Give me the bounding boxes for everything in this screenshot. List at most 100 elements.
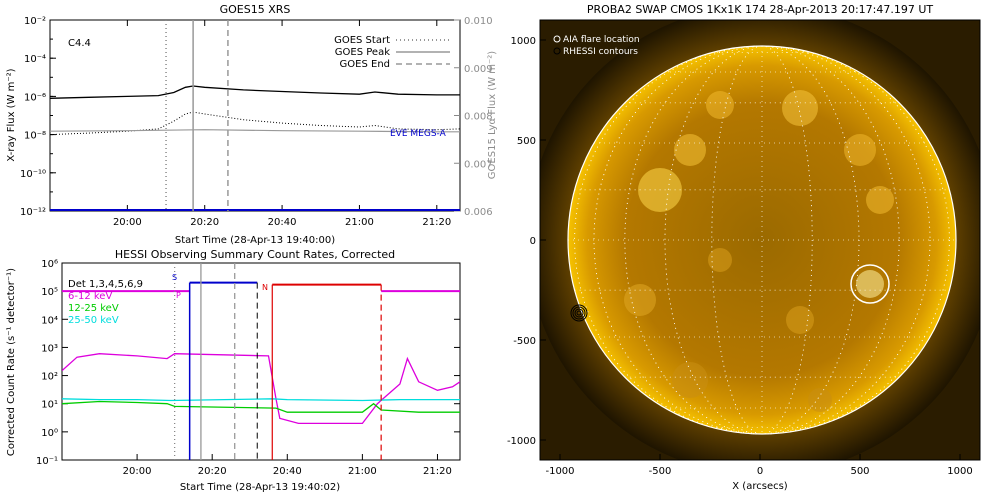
hessi-x-tick-label: 21:20 xyxy=(423,466,452,477)
goes-title: GOES15 XRS xyxy=(220,3,291,16)
hessi-y-tick-label: 10⁻¹ xyxy=(36,456,58,467)
hessi-6-12kev-line xyxy=(62,353,460,425)
sun-x-tick-label: -1000 xyxy=(545,466,574,477)
hessi-x-axis: 20:00 20:20 20:40 21:00 21:20 xyxy=(123,454,452,477)
goes-left-tick-label: 10⁻⁶ xyxy=(24,92,46,103)
hessi-flag-s-label: S xyxy=(172,273,177,282)
goes-left-tick-label: 10⁻¹² xyxy=(20,207,46,218)
sun-y-tick-label: 0 xyxy=(530,236,536,247)
hessi-y-tick-label: 10⁰ xyxy=(41,428,58,439)
hessi-y-tick-label: 10² xyxy=(41,372,58,383)
sun-x-tick-label: 500 xyxy=(850,466,869,477)
hessi-legend-entry: 6-12 keV xyxy=(68,291,112,302)
hessi-plot-frame xyxy=(61,262,461,461)
goes-x-tick-label: 21:20 xyxy=(422,217,451,228)
goes-panel: GOES15 XRS 10⁻² 10⁻⁴ 10⁻⁶ 10⁻⁸ 10⁻¹⁰ 10⁻¹² 0.… xyxy=(6,3,498,246)
legend-rhessi: RHESSI contours xyxy=(563,47,638,57)
sun-y-tick-label: -1000 xyxy=(507,436,536,447)
flare-class-label: C4.4 xyxy=(68,38,91,49)
goes-x-tick-label: 21:00 xyxy=(345,217,374,228)
sun-bright-region xyxy=(672,362,708,398)
sun-bright-region xyxy=(808,388,832,412)
legend-goes-end: GOES End xyxy=(340,59,390,70)
hessi-x-tick-label: 20:40 xyxy=(273,466,302,477)
legend-goes-peak: GOES Peak xyxy=(335,47,390,58)
hessi-25-50kev-line xyxy=(62,398,460,402)
aia-flare-location-circle xyxy=(850,264,890,304)
sun-bright-region xyxy=(706,91,734,119)
goes-right-tick-label: 0.009 xyxy=(464,64,493,75)
hessi-title: HESSI Observing Summary Count Rates, Cor… xyxy=(115,248,395,261)
sun-x-tick-label: -500 xyxy=(649,466,672,477)
rhessi-contours xyxy=(570,304,588,322)
hessi-flag-n-label: N xyxy=(262,283,268,292)
hessi-y-axis-label: Corrected Count Rate (s⁻¹ detector⁻¹) xyxy=(6,268,17,456)
sun-active-regions xyxy=(624,90,894,412)
sun-bright-region xyxy=(708,248,732,272)
sun-image: AIA flare location RHESSI contours xyxy=(540,20,980,460)
legend-goes-start: GOES Start xyxy=(334,35,390,46)
goes-right-tick-label: 0.010 xyxy=(464,16,493,27)
hessi-plot-area xyxy=(62,263,460,460)
swap-legend: AIA flare location RHESSI contours xyxy=(553,35,640,57)
legend-aia: AIA flare location xyxy=(563,35,640,45)
goes-x-tick-label: 20:40 xyxy=(268,217,297,228)
eve-megs-line xyxy=(50,129,460,133)
goes-legend: GOES Start GOES Peak GOES End xyxy=(334,35,450,70)
hessi-legend-entry: Det 1,3,4,5,6,9 xyxy=(68,279,143,290)
sun-bright-region xyxy=(844,134,876,166)
sun-y-tick-label: -500 xyxy=(513,336,536,347)
sun-y-tick-label: 500 xyxy=(517,136,536,147)
hessi-x-tick-label: 20:20 xyxy=(198,466,227,477)
goes-y-axis-label: X-ray Flux (W m⁻²) xyxy=(6,68,17,161)
sun-x-tick-label: 1000 xyxy=(947,466,972,477)
goes-left-tick-label: 10⁻² xyxy=(24,16,46,27)
sun-axes: -1000 -500 0 500 1000 1000 500 0 -500 -1000 xyxy=(507,36,973,477)
swap-title: PROBA2 SWAP CMOS 1Kx1K 174 28-Apr-2013 2… xyxy=(587,3,934,16)
hessi-y-tick-label: 10⁵ xyxy=(41,287,58,298)
hessi-y-tick-label: 10¹ xyxy=(41,400,58,411)
sun-bright-region xyxy=(866,186,894,214)
sun-bright-region xyxy=(782,90,818,126)
hessi-flag-p-label: P xyxy=(176,291,181,300)
goes-x-tick-label: 20:20 xyxy=(190,217,219,228)
sun-limb-circle xyxy=(567,45,957,435)
eve-megs-label: EVE MEGS-A xyxy=(390,129,447,139)
sun-longitude-line xyxy=(593,45,931,435)
goes-right-tick-label: 0.006 xyxy=(464,207,493,218)
goes-left-tick-label: 10⁻⁸ xyxy=(24,131,46,142)
hessi-x-tick-label: 21:00 xyxy=(348,466,377,477)
hessi-y-tick-label: 10⁴ xyxy=(41,315,58,326)
hessi-y-tick-label: 10⁶ xyxy=(41,259,58,270)
goes-plot-frame xyxy=(49,19,461,212)
goes-x-tick-label: 20:00 xyxy=(113,217,142,228)
sun-x-tick-label: 0 xyxy=(757,466,763,477)
hessi-legend-entry: 12-25 keV xyxy=(68,303,119,314)
hessi-12-25kev-line xyxy=(62,400,460,413)
goes-left-tick-label: 10⁻⁴ xyxy=(24,54,46,65)
hessi-panel: HESSI Observing Summary Count Rates, Cor… xyxy=(6,248,461,493)
sun-longitude-line xyxy=(574,45,950,435)
sun-longitude-line xyxy=(664,45,860,435)
hessi-x-tick-label: 20:00 xyxy=(123,466,152,477)
sun-bright-region xyxy=(674,134,706,166)
goes-x-axis-label: Start Time (28-Apr-13 19:40:00) xyxy=(175,235,335,246)
goes-long-channel-line xyxy=(50,85,460,99)
hessi-y-axis: 10⁶ 10⁵ 10⁴ 10³ 10² 10¹ 10⁰ 10⁻¹ xyxy=(36,259,460,467)
goes-x-axis: 20:00 20:20 20:40 21:00 21:20 xyxy=(113,20,451,228)
swap-panel: PROBA2 SWAP CMOS 1Kx1K 174 28-Apr-2013 2… xyxy=(507,3,981,492)
sun-disk xyxy=(568,46,956,434)
goes-right-tick-label: 0.007 xyxy=(464,159,493,170)
hessi-x-axis-label: Start Time (28-Apr-13 19:40:02) xyxy=(180,482,340,493)
goes-left-tick-label: 10⁻¹⁰ xyxy=(20,169,46,180)
goes-y2-axis-label: GOES15 Lyα Flux (W m⁻²) xyxy=(487,51,498,179)
sun-x-axis-label: X (arcsecs) xyxy=(732,481,788,492)
goes-right-tick-label: 0.008 xyxy=(464,112,493,123)
sun-bright-region xyxy=(786,306,814,334)
sun-bright-region xyxy=(624,284,656,316)
goes-left-axis: 10⁻² 10⁻⁴ 10⁻⁶ 10⁻⁸ 10⁻¹⁰ 10⁻¹² xyxy=(20,16,56,218)
sun-y-tick-label: 1000 xyxy=(511,36,536,47)
goes-plot-area xyxy=(50,20,460,211)
